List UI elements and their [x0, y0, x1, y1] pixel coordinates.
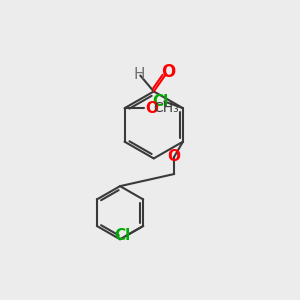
Text: Cl: Cl — [152, 94, 168, 109]
Text: H: H — [134, 67, 145, 82]
Text: O: O — [168, 149, 181, 164]
Text: O: O — [161, 63, 175, 81]
Text: CH₃: CH₃ — [153, 101, 179, 115]
Text: Cl: Cl — [114, 228, 130, 243]
Text: O: O — [145, 101, 158, 116]
